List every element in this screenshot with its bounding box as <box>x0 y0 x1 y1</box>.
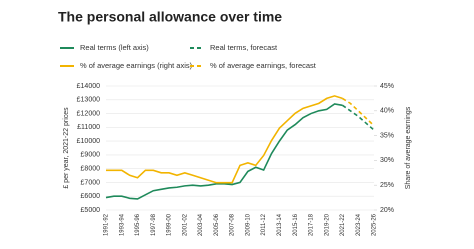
x-tick-label: 2009-10 <box>245 213 251 236</box>
legend-label: Real terms, forecast <box>210 43 278 52</box>
x-tick-label: 2015-16 <box>293 213 299 236</box>
x-tick-label: 2019-20 <box>324 213 330 236</box>
series-line <box>342 104 375 131</box>
x-tick-label: 2023-24 <box>356 213 362 236</box>
y-tick-label: £13000 <box>77 97 100 104</box>
series-line <box>106 95 343 184</box>
y2-tick-label: 45% <box>380 83 394 90</box>
x-tick-label: 2025-26 <box>372 213 378 236</box>
y-tick-label: £12000 <box>77 110 100 117</box>
x-tick-label: 1995-96 <box>135 213 141 236</box>
legend-label: % of average earnings, forecast <box>210 61 317 70</box>
y-tick-label: £8000 <box>81 166 101 173</box>
series-line <box>105 103 343 200</box>
x-tick-label: 2005-06 <box>214 213 220 236</box>
legend-label: % of average earnings (right axis) <box>80 61 193 70</box>
x-tick-label: 1993-94 <box>119 213 125 236</box>
x-tick-label: 2001-02 <box>182 213 188 236</box>
x-tick-label: 2011-12 <box>261 213 267 235</box>
x-tick-label: 2021-22 <box>340 213 346 236</box>
x-tick-label: 1997-98 <box>151 213 157 236</box>
chart-title: The personal allowance over time <box>58 9 282 25</box>
y2-tick-label: 25% <box>380 182 394 189</box>
y-tick-label: £5000 <box>81 207 101 214</box>
y-tick-label: £11000 <box>77 124 100 131</box>
y-tick-label: £9000 <box>81 152 101 159</box>
x-tick-label: 2017-18 <box>309 213 315 236</box>
y-tick-label: £10000 <box>77 138 100 145</box>
series-line <box>342 97 375 127</box>
x-tick-label: 2003-04 <box>198 213 204 236</box>
y-tick-label: £7000 <box>81 179 101 186</box>
legend-label: Real terms (left axis) <box>80 43 149 52</box>
x-tick-label: 2007-08 <box>230 213 236 236</box>
y2-tick-label: 35% <box>380 132 394 139</box>
x-tick-label: 1999-00 <box>167 213 173 236</box>
x-tick-label: 1991-92 <box>104 213 110 236</box>
y-axis-title: £ per year, 2021-22 prices <box>63 107 70 189</box>
y2-tick-label: 20% <box>380 207 394 214</box>
y-tick-label: £14000 <box>77 83 100 90</box>
y-tick-label: £6000 <box>81 193 101 200</box>
y2-tick-label: 40% <box>380 108 394 115</box>
y2-tick-label: 30% <box>380 157 394 164</box>
y2-axis-title: Share of average earnings <box>405 106 412 189</box>
x-tick-label: 2013-14 <box>277 213 283 236</box>
